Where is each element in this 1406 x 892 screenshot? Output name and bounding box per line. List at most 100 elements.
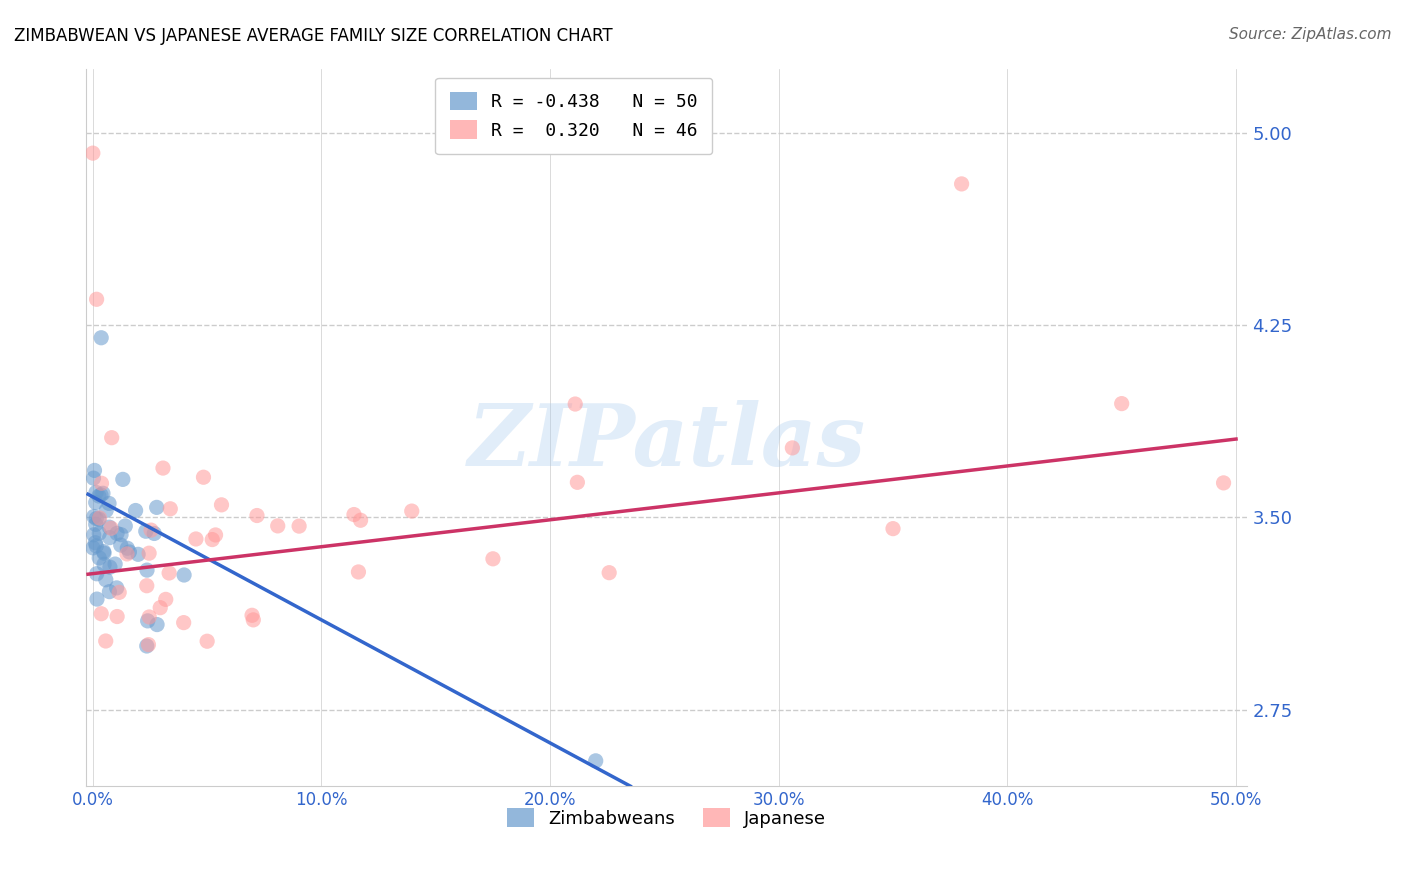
Japanese (173, 615, 195, 630)
Japanese (950, 177, 973, 191)
Zimbabweans (105, 581, 128, 595)
Zimbabweans (114, 519, 136, 533)
Zimbabweans (110, 527, 132, 541)
Japanese (100, 431, 122, 445)
Zimbabweans (146, 617, 169, 632)
Zimbabweans (82, 471, 104, 485)
Japanese (90, 476, 112, 491)
Text: Source: ZipAtlas.com: Source: ZipAtlas.com (1229, 27, 1392, 42)
Zimbabweans (98, 531, 121, 545)
Zimbabweans (585, 754, 607, 768)
Zimbabweans (82, 541, 104, 555)
Zimbabweans (86, 566, 108, 581)
Zimbabweans (124, 503, 146, 517)
Zimbabweans (90, 488, 112, 502)
Zimbabweans (143, 526, 166, 541)
Japanese (152, 461, 174, 475)
Japanese (349, 513, 371, 527)
Legend: Zimbabweans, Japanese: Zimbabweans, Japanese (501, 801, 834, 835)
Japanese (138, 610, 160, 624)
Japanese (108, 585, 131, 599)
Japanese (90, 607, 112, 621)
Zimbabweans (98, 496, 121, 510)
Zimbabweans (91, 486, 114, 500)
Japanese (184, 532, 207, 546)
Zimbabweans (84, 539, 107, 553)
Japanese (135, 579, 157, 593)
Japanese (482, 551, 505, 566)
Text: ZIMBABWEAN VS JAPANESE AVERAGE FAMILY SIZE CORRELATION CHART: ZIMBABWEAN VS JAPANESE AVERAGE FAMILY SI… (14, 27, 613, 45)
Zimbabweans (93, 546, 115, 560)
Japanese (564, 397, 586, 411)
Zimbabweans (93, 544, 115, 558)
Zimbabweans (135, 524, 157, 539)
Zimbabweans (89, 551, 111, 566)
Zimbabweans (90, 331, 112, 345)
Zimbabweans (87, 489, 110, 503)
Japanese (782, 441, 804, 455)
Japanese (267, 519, 290, 533)
Japanese (347, 565, 370, 579)
Japanese (598, 566, 620, 580)
Zimbabweans (104, 557, 127, 571)
Zimbabweans (98, 560, 121, 574)
Zimbabweans (84, 517, 107, 532)
Japanese (211, 498, 233, 512)
Zimbabweans (110, 538, 132, 552)
Zimbabweans (173, 568, 195, 582)
Zimbabweans (98, 520, 121, 534)
Japanese (401, 504, 423, 518)
Japanese (246, 508, 269, 523)
Zimbabweans (117, 541, 139, 556)
Zimbabweans (111, 472, 134, 486)
Japanese (195, 634, 218, 648)
Zimbabweans (87, 512, 110, 526)
Zimbabweans (93, 558, 115, 572)
Japanese (139, 523, 162, 537)
Zimbabweans (86, 592, 108, 607)
Zimbabweans (136, 614, 159, 628)
Japanese (94, 634, 117, 648)
Zimbabweans (83, 509, 105, 524)
Japanese (100, 521, 122, 535)
Zimbabweans (135, 639, 157, 653)
Japanese (138, 638, 160, 652)
Japanese (1212, 475, 1234, 490)
Japanese (138, 546, 160, 560)
Zimbabweans (145, 500, 167, 515)
Zimbabweans (84, 495, 107, 509)
Zimbabweans (98, 584, 121, 599)
Japanese (159, 501, 181, 516)
Japanese (86, 293, 108, 307)
Zimbabweans (127, 547, 149, 561)
Japanese (882, 522, 904, 536)
Zimbabweans (83, 528, 105, 542)
Japanese (288, 519, 311, 533)
Zimbabweans (84, 511, 107, 525)
Japanese (240, 608, 263, 623)
Japanese (242, 613, 264, 627)
Zimbabweans (94, 573, 117, 587)
Japanese (204, 528, 226, 542)
Japanese (201, 533, 224, 547)
Zimbabweans (89, 526, 111, 541)
Japanese (155, 592, 177, 607)
Japanese (149, 600, 172, 615)
Japanese (89, 511, 111, 525)
Japanese (157, 566, 180, 580)
Japanese (1111, 396, 1133, 410)
Japanese (343, 508, 366, 522)
Zimbabweans (118, 545, 141, 559)
Japanese (82, 146, 104, 161)
Zimbabweans (136, 563, 159, 577)
Zimbabweans (105, 526, 128, 541)
Zimbabweans (96, 503, 118, 517)
Text: ZIPatlas: ZIPatlas (468, 401, 866, 483)
Japanese (115, 547, 138, 561)
Zimbabweans (84, 535, 107, 549)
Zimbabweans (84, 485, 107, 500)
Japanese (105, 609, 128, 624)
Japanese (567, 475, 589, 490)
Zimbabweans (83, 463, 105, 477)
Japanese (193, 470, 215, 484)
